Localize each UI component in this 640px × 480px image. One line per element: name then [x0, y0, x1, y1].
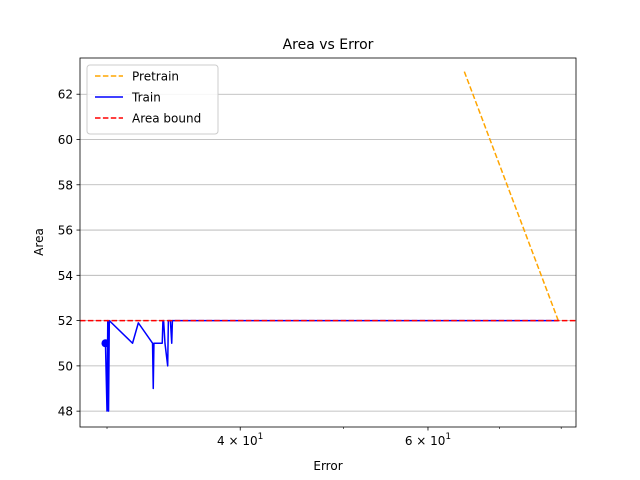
y-axis-label: Area: [32, 228, 46, 256]
legend-label-train: Train: [131, 91, 161, 105]
grid-lines: [80, 93, 576, 412]
y-tick-label: 62: [58, 88, 73, 102]
legend-box: [86, 64, 219, 135]
legend: Pretrain Train Area bound: [86, 64, 219, 135]
pretrain-line: [463, 71, 559, 321]
train-line: [104, 319, 559, 412]
y-tick-label: 56: [58, 224, 73, 238]
x-tick-label: 4 × 101: [217, 432, 263, 448]
x-axis-label: Error: [313, 459, 342, 473]
axis-ticks: 48 50 52 54 56 58 60 62 4 × 101 6 × 101: [58, 88, 562, 448]
chart-title: Area vs Error: [283, 37, 374, 53]
y-tick-label: 58: [58, 178, 73, 192]
x-tick-label: 6 × 101: [405, 432, 451, 448]
plot-frame: [79, 57, 577, 428]
y-tick-label: 60: [58, 133, 73, 147]
y-tick-label: 50: [58, 359, 73, 373]
legend-label-area-bound: Area bound: [132, 112, 201, 126]
y-tick-label: 54: [58, 269, 73, 283]
y-tick-label: 48: [58, 405, 73, 419]
legend-label-pretrain: Pretrain: [132, 70, 179, 84]
series-lines: [80, 71, 576, 412]
train-point-marker: [101, 339, 110, 348]
y-tick-label: 52: [58, 314, 73, 328]
